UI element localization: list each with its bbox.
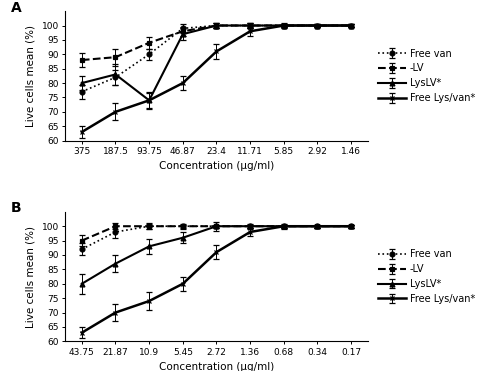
Y-axis label: Live cells mean (%): Live cells mean (%) — [26, 25, 36, 127]
Legend: Free van, -LV, LysLV*, Free Lys/van*: Free van, -LV, LysLV*, Free Lys/van* — [378, 248, 476, 305]
X-axis label: Concentration (μg/ml): Concentration (μg/ml) — [159, 362, 274, 371]
X-axis label: Concentration (μg/ml): Concentration (μg/ml) — [159, 161, 274, 171]
Legend: Free van, -LV, LysLV*, Free Lys/van*: Free van, -LV, LysLV*, Free Lys/van* — [378, 47, 476, 104]
Text: A: A — [10, 1, 21, 15]
Y-axis label: Live cells mean (%): Live cells mean (%) — [26, 226, 36, 328]
Text: B: B — [10, 201, 21, 216]
